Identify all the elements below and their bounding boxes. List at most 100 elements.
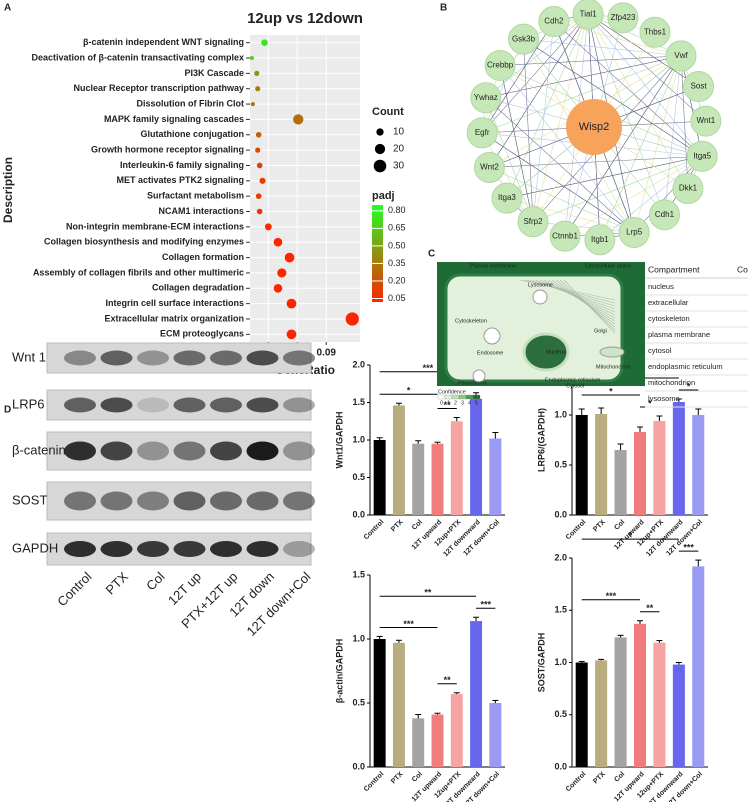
network-edge: [485, 97, 635, 233]
network-edge: [633, 156, 703, 233]
significance-label: **: [444, 675, 452, 685]
lane-label: PTX: [103, 569, 132, 598]
y-tick-label: NCAM1 interactions: [158, 206, 244, 216]
network-edge: [588, 13, 682, 57]
blot-band: [210, 350, 242, 366]
network-edge: [587, 13, 707, 122]
network-center: [566, 99, 622, 155]
bar: [653, 642, 666, 767]
blot-band: [64, 441, 96, 461]
x-tick-label: Control: [363, 519, 386, 542]
network-node: [690, 105, 722, 137]
node-label: Wnt2: [480, 163, 499, 172]
network-node: [572, 0, 604, 30]
x-tick-label: PTX: [592, 519, 607, 534]
y-tick-label: 0.5: [554, 459, 567, 469]
blot-band: [137, 491, 169, 511]
organelle: [532, 289, 548, 305]
bar: [672, 402, 685, 515]
y-axis-label: β-actin/GAPDH: [334, 639, 344, 704]
network-node: [672, 173, 704, 205]
cell-label: Peroxisome: [458, 380, 487, 386]
network-edge: [564, 155, 703, 237]
network-edge: [499, 65, 534, 222]
y-tick-label: Extracellular matrix organization: [104, 313, 244, 323]
dot: [256, 208, 263, 215]
confidence-swatch: [458, 394, 467, 400]
dot: [284, 252, 295, 263]
dot: [293, 114, 304, 125]
confidence-tick: 1: [447, 400, 450, 406]
cell-label: Nucleus: [546, 349, 566, 355]
network-node: [484, 49, 516, 81]
network-edge: [506, 155, 703, 199]
network-node: [508, 23, 540, 55]
node-label: Thbs1: [644, 27, 667, 36]
protein-label: β-catenin: [12, 442, 66, 457]
blot-band: [64, 350, 96, 366]
y-tick-label: 2.0: [554, 552, 567, 562]
cell-label: Golgi: [594, 328, 607, 334]
network-node: [607, 2, 639, 34]
bar: [614, 637, 627, 767]
node-label: Wnt1: [697, 116, 716, 125]
cell-label: Cytosol: [566, 383, 584, 389]
blot-band: [100, 491, 133, 511]
y-tick-label: Nuclear Receptor transcription pathway: [73, 83, 244, 93]
y-tick-label: Collagen degradation: [152, 283, 244, 293]
blot-band: [246, 541, 279, 557]
significance-label: *: [687, 381, 691, 391]
panel-label: C: [428, 249, 435, 260]
bar: [373, 440, 386, 515]
bar: [373, 639, 386, 767]
blot-band: [283, 541, 315, 557]
y-tick-label: 0.0: [352, 761, 365, 771]
dot: [255, 193, 262, 199]
y-tick-label: Glutathione conjugation: [141, 129, 245, 139]
protein-label: LRP6: [12, 396, 45, 411]
bar: [392, 642, 405, 767]
colorbar-label: 0.50: [388, 240, 406, 250]
network-node: [491, 182, 523, 214]
network-edge: [481, 39, 524, 134]
legend-title: Count: [372, 106, 404, 118]
node-label: Cdh1: [655, 210, 675, 219]
table-cell: nucleus: [648, 282, 674, 291]
blot-band: [210, 541, 242, 557]
blot-band: [173, 491, 206, 511]
x-tick-label: Col: [613, 519, 626, 532]
table-cell: mitochondrion: [648, 378, 695, 387]
dot: [255, 86, 261, 92]
bar: [450, 694, 463, 767]
dot: [249, 56, 254, 61]
y-tick-label: 0.0: [554, 509, 567, 519]
bar: [595, 660, 608, 767]
bar: [672, 664, 685, 767]
blot-band: [64, 491, 96, 511]
bar: [595, 414, 608, 515]
blot-band: [283, 397, 315, 413]
network-node: [686, 140, 718, 172]
dot: [256, 162, 263, 169]
node-label: Itga5: [693, 151, 711, 160]
blot-band: [173, 541, 206, 557]
y-tick-label: ECM proteoglycans: [160, 329, 244, 339]
y-tick-label: Surfactant metabolism: [147, 191, 244, 201]
bar: [450, 421, 463, 515]
node-label: Crebbp: [487, 61, 514, 70]
x-tick-label: Control: [363, 771, 386, 794]
x-tick-label: Col: [613, 771, 626, 784]
y-tick-label: 1.0: [554, 657, 567, 667]
bar: [470, 621, 483, 767]
legend-dot: [374, 143, 386, 155]
dot: [255, 131, 262, 138]
cytoskeleton: [563, 279, 616, 334]
blot-band: [64, 397, 96, 413]
network-edge: [599, 55, 682, 240]
panel-label: A: [4, 3, 11, 14]
protein-label: Wnt 1: [12, 349, 46, 364]
bar: [431, 714, 444, 767]
y-tick-label: β-catenin independent WNT signaling: [83, 37, 244, 47]
significance-label: *: [629, 530, 633, 540]
